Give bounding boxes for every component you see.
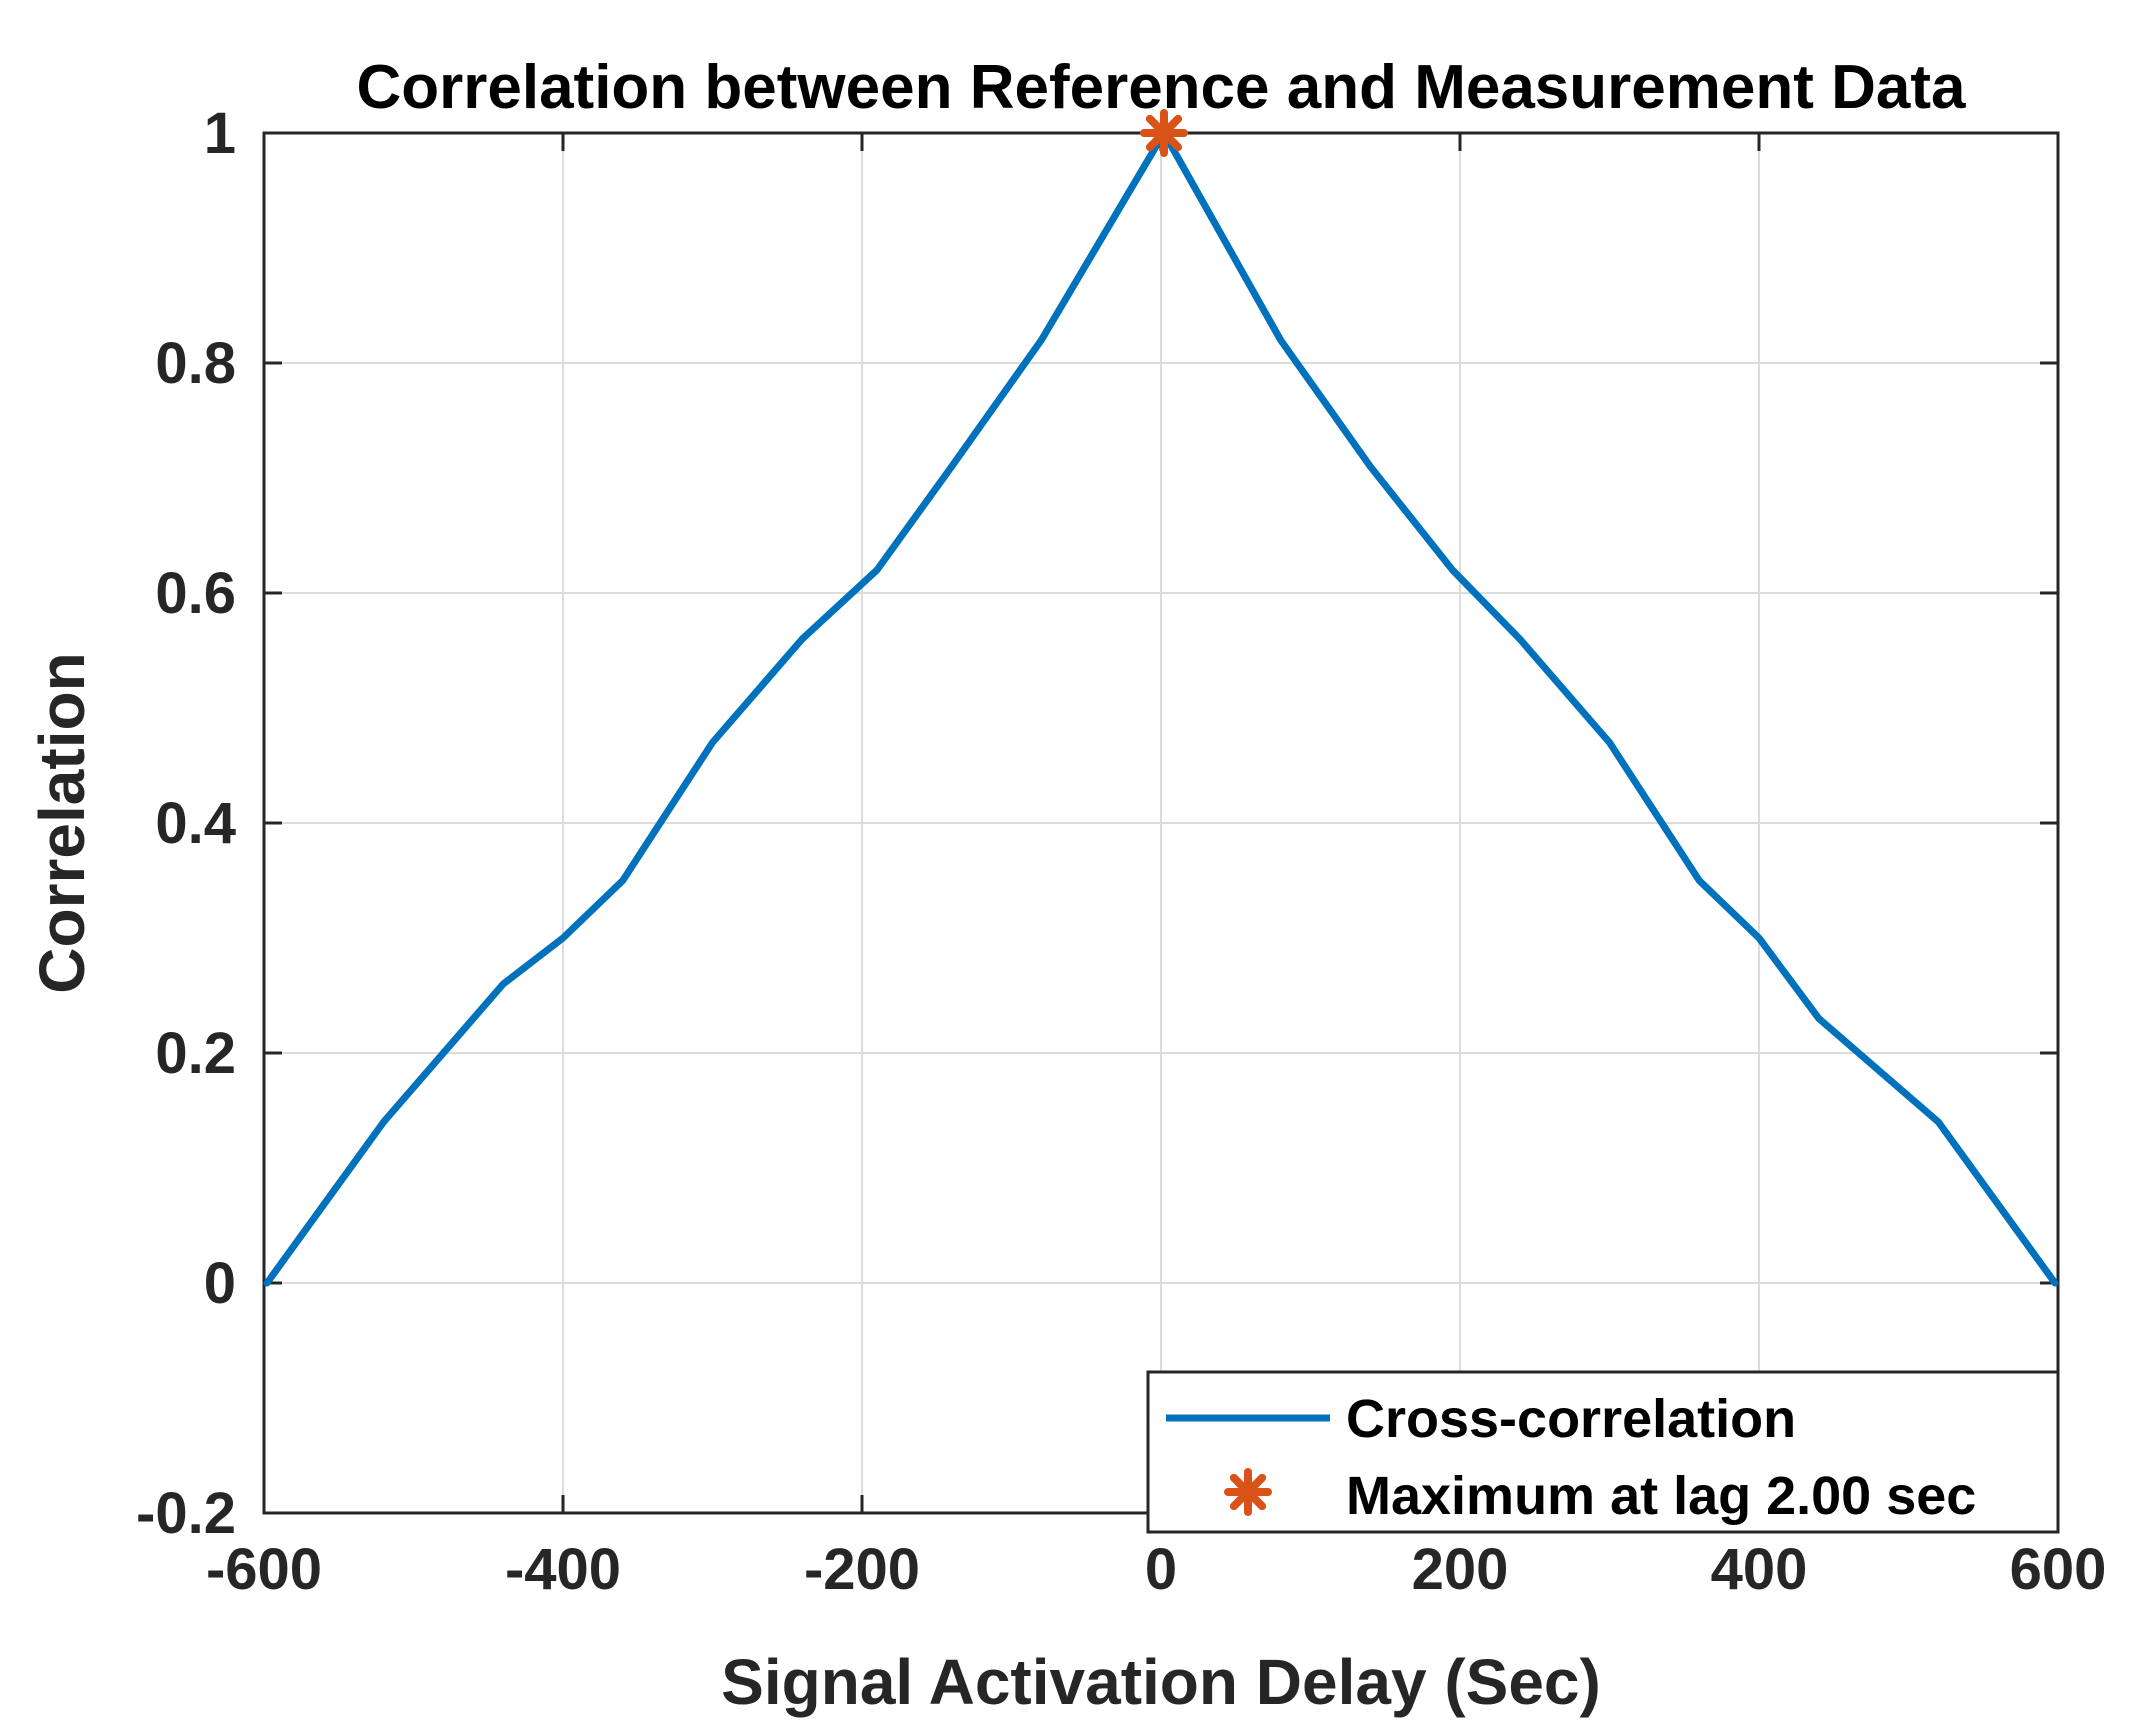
legend-label-maximum: Maximum at lag 2.00 sec	[1346, 1466, 1976, 1526]
y-tick-label: 0.4	[155, 791, 236, 856]
y-tick-label: 0.8	[155, 331, 236, 396]
maximum-marker	[1139, 109, 1188, 157]
series-layer	[263, 109, 2059, 1287]
legend-asterisk-icon	[1224, 1468, 1272, 1516]
x-tick-label: 0	[1145, 1537, 1177, 1602]
y-tick-label: 1	[204, 101, 236, 166]
x-tick-labels: -600 -400 -200 0 200 400 600	[206, 1537, 2106, 1602]
legend-box	[1146, 1370, 2060, 1534]
y-tick-label: 0.6	[155, 561, 236, 626]
y-tick-labels: -0.2 0 0.2 0.4 0.6 0.8 1	[136, 101, 236, 1546]
x-tick-label: -600	[206, 1537, 322, 1602]
x-tick-label: 200	[1412, 1537, 1509, 1602]
legend-label-cross-correlation: Cross-correlation	[1346, 1389, 1796, 1449]
grid-lines	[263, 132, 2059, 1514]
x-tick-label: 400	[1711, 1537, 1808, 1602]
asterisk-stroke	[1145, 114, 1183, 152]
legend: Cross-correlation Maximum at lag 2.00 se…	[1146, 1370, 2060, 1534]
y-tick-label: 0.2	[155, 1021, 236, 1086]
legend-asterisk	[1224, 1468, 1272, 1516]
y-tick-label: 0	[204, 1251, 236, 1316]
y-tick-label: -0.2	[136, 1481, 236, 1546]
x-tick-label: -200	[804, 1537, 920, 1602]
x-axis-label: Signal Activation Delay (Sec)	[721, 1646, 1601, 1718]
chart-title: Correlation between Reference and Measur…	[356, 53, 1966, 122]
y-axis-label: Correlation	[26, 652, 98, 993]
x-tick-label: 600	[2010, 1537, 2107, 1602]
asterisk-stroke	[1229, 1473, 1267, 1511]
x-tick-label: -400	[505, 1537, 621, 1602]
